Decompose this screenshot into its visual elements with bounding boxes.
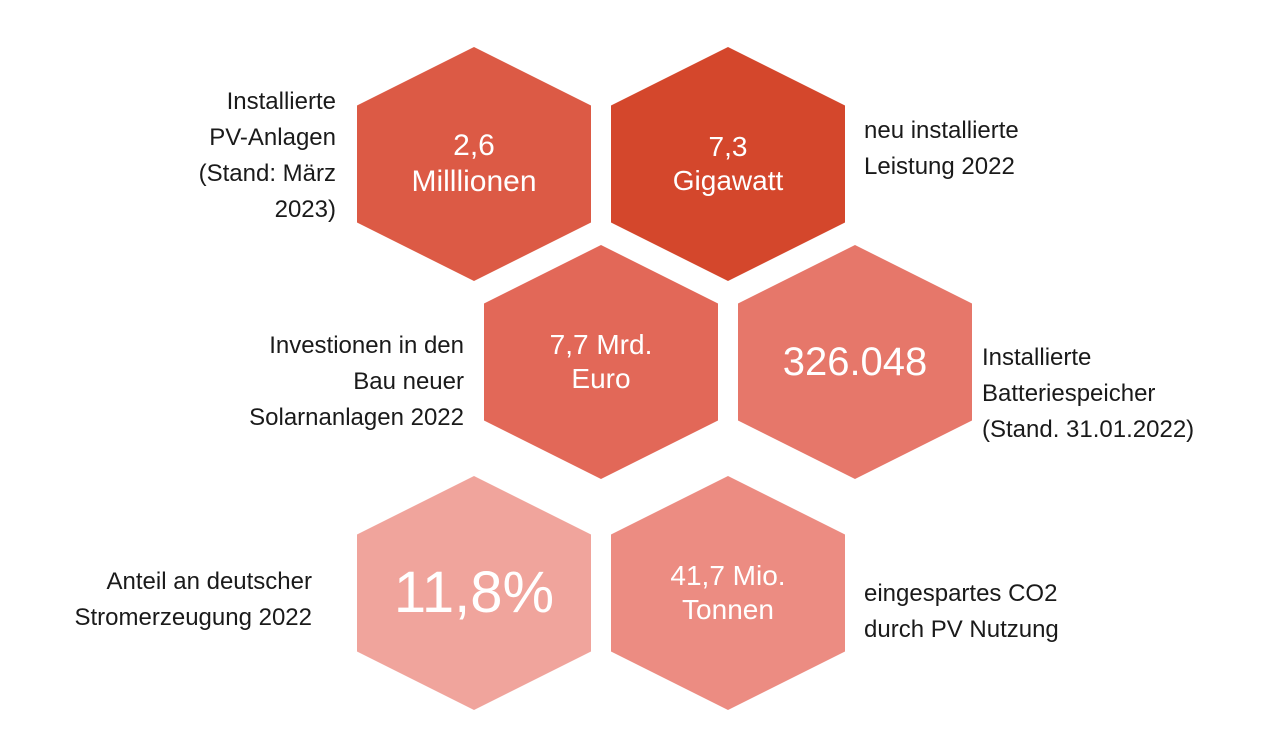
hex-co2: 41,7 Mio. Tonnen [611, 476, 845, 710]
label-co2: eingespartes CO2 durch PV Nutzung [864, 580, 1059, 643]
hex-co2-unit: Tonnen [682, 594, 774, 625]
hex-pv-anlagen-unit: Milllionen [411, 165, 537, 198]
label-batteriespeicher: Installierte Batteriespeicher (Stand. 31… [982, 344, 1195, 443]
hex-investitionen: 7,7 Mrd. Euro [484, 245, 718, 479]
label-anteil: Anteil an deutscher Stromerzeugung 2022 [74, 568, 313, 631]
hex-anteil: 11,8% [357, 476, 591, 710]
label-gigawatt: neu installierte Leistung 2022 [864, 117, 1019, 180]
hex-anteil-value: 11,8% [393, 560, 555, 626]
hex-gigawatt: 7,3 Gigawatt [611, 47, 845, 281]
hex-gigawatt-value: 7,3 [708, 131, 748, 163]
hex-co2-value: 41,7 Mio. [670, 560, 786, 592]
hex-investitionen-value: 7,7 Mrd. [549, 329, 653, 361]
hex-pv-anlagen-value: 2,6 [453, 129, 495, 162]
hex-batteriespeicher-value: 326.048 [782, 340, 928, 384]
hex-gigawatt-unit: Gigawatt [672, 165, 784, 196]
label-pv-anlagen: Installierte PV-Anlagen (Stand: März 202… [198, 88, 336, 223]
hex-investitionen-unit: Euro [571, 363, 631, 394]
hex-pv-anlagen: 2,6 Milllionen [357, 47, 591, 281]
label-investitionen: Investionen in den Bau neuer Solarnanlag… [249, 332, 464, 431]
hex-batteriespeicher: 326.048 [738, 245, 972, 479]
